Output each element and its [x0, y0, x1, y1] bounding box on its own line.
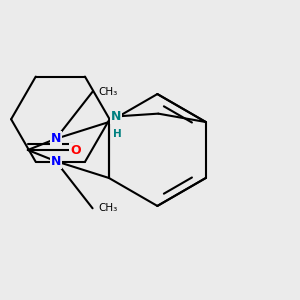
- Text: O: O: [70, 143, 81, 157]
- Text: N: N: [51, 155, 61, 168]
- Text: CH₃: CH₃: [98, 203, 118, 213]
- Text: H: H: [113, 129, 122, 139]
- Text: CH₃: CH₃: [98, 87, 118, 97]
- Text: N: N: [111, 110, 122, 123]
- Text: N: N: [51, 132, 61, 145]
